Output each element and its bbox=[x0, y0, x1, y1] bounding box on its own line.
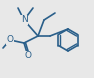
Text: N: N bbox=[21, 16, 27, 24]
Text: O: O bbox=[6, 35, 14, 45]
Text: O: O bbox=[25, 51, 31, 61]
